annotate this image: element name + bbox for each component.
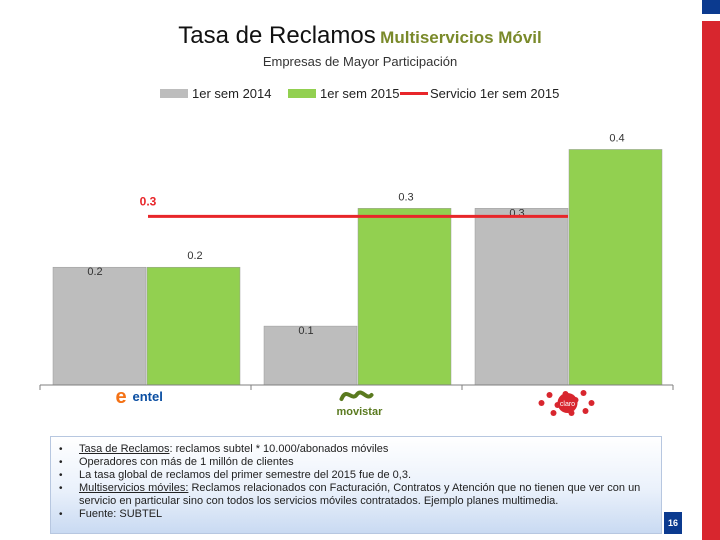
chart-subtitle: Empresas de Mayor Participación	[262, 54, 458, 69]
note-text: Operadores con más de 1 millón de client…	[79, 456, 294, 468]
movistar-logo-icon	[339, 390, 374, 401]
legend-item-2014: 1er sem 2014	[160, 86, 272, 101]
note-term: Tasa de Reclamos	[79, 443, 170, 455]
note-item: Fuente: SUBTEL	[59, 508, 661, 521]
claro-logo-dot	[588, 400, 595, 406]
bar	[146, 266, 241, 386]
note-text: Fuente: SUBTEL	[79, 508, 163, 520]
bar	[357, 208, 452, 386]
bar	[568, 149, 663, 386]
data-label: 0.3	[398, 191, 413, 203]
claro-logo-text: claro	[560, 401, 575, 408]
legend-item-service: Servicio 1er sem 2015	[400, 86, 559, 101]
flag-decoration	[702, 0, 720, 540]
claro-logo-dot	[582, 408, 589, 414]
legend-swatch-service	[400, 92, 428, 95]
legend-swatch-2015	[288, 89, 316, 98]
page-number: 16	[664, 512, 682, 534]
note-text: Reclamos relacionados con Facturación, C…	[79, 482, 641, 507]
data-label: 0.1	[298, 325, 313, 337]
note-item: Operadores con más de 1 millón de client…	[59, 456, 661, 469]
legend-item-2015: 1er sem 2015	[288, 86, 400, 101]
note-item: Tasa de Reclamos: reclamos subtel * 10.0…	[59, 443, 661, 456]
note-text: La tasa global de reclamos del primer se…	[79, 469, 412, 481]
chart-title-main: Tasa de Reclamos	[178, 22, 376, 49]
legend-swatch-2014	[160, 89, 188, 98]
claro-logo-dot	[550, 410, 557, 416]
chart-title: Tasa de Reclamos Multiservicios Móvil	[0, 22, 720, 50]
claro-logo-dot	[546, 392, 553, 398]
bar	[474, 208, 569, 386]
notes-list: Tasa de Reclamos: reclamos subtel * 10.0…	[51, 437, 661, 521]
bar	[52, 266, 147, 386]
data-label: 0.2	[87, 266, 102, 278]
note-text: : reclamos subtel * 10.000/abonados móvi…	[169, 443, 389, 455]
notes-box: Tasa de Reclamos: reclamos subtel * 10.0…	[50, 436, 662, 534]
data-label: 0.4	[609, 132, 624, 144]
claro-logo-dot	[538, 400, 545, 406]
data-label: 0.2	[187, 250, 202, 262]
claro-logo-icon	[557, 393, 578, 413]
note-item: La tasa global de reclamos del primer se…	[59, 469, 661, 482]
reference-line-label: 0.3	[140, 194, 157, 208]
note-item: Multiservicios móviles: Reclamos relacio…	[59, 482, 661, 508]
movistar-logo-text: movistar	[337, 406, 384, 418]
flag-white-band	[702, 14, 720, 21]
entel-logo-text: entel	[133, 389, 163, 404]
legend-label-service: Servicio 1er sem 2015	[430, 86, 560, 101]
legend-label-2015: 1er sem 2015	[320, 86, 400, 101]
chart-title-sub: Multiservicios Móvil	[380, 28, 542, 47]
claro-logo-dot	[580, 390, 587, 396]
flag-blue-band	[702, 0, 720, 14]
entel-logo-icon: e	[116, 386, 127, 408]
flag-red-band	[702, 21, 720, 540]
legend-label-2014: 1er sem 2014	[192, 86, 272, 101]
note-term: Multiservicios móviles:	[79, 482, 189, 494]
